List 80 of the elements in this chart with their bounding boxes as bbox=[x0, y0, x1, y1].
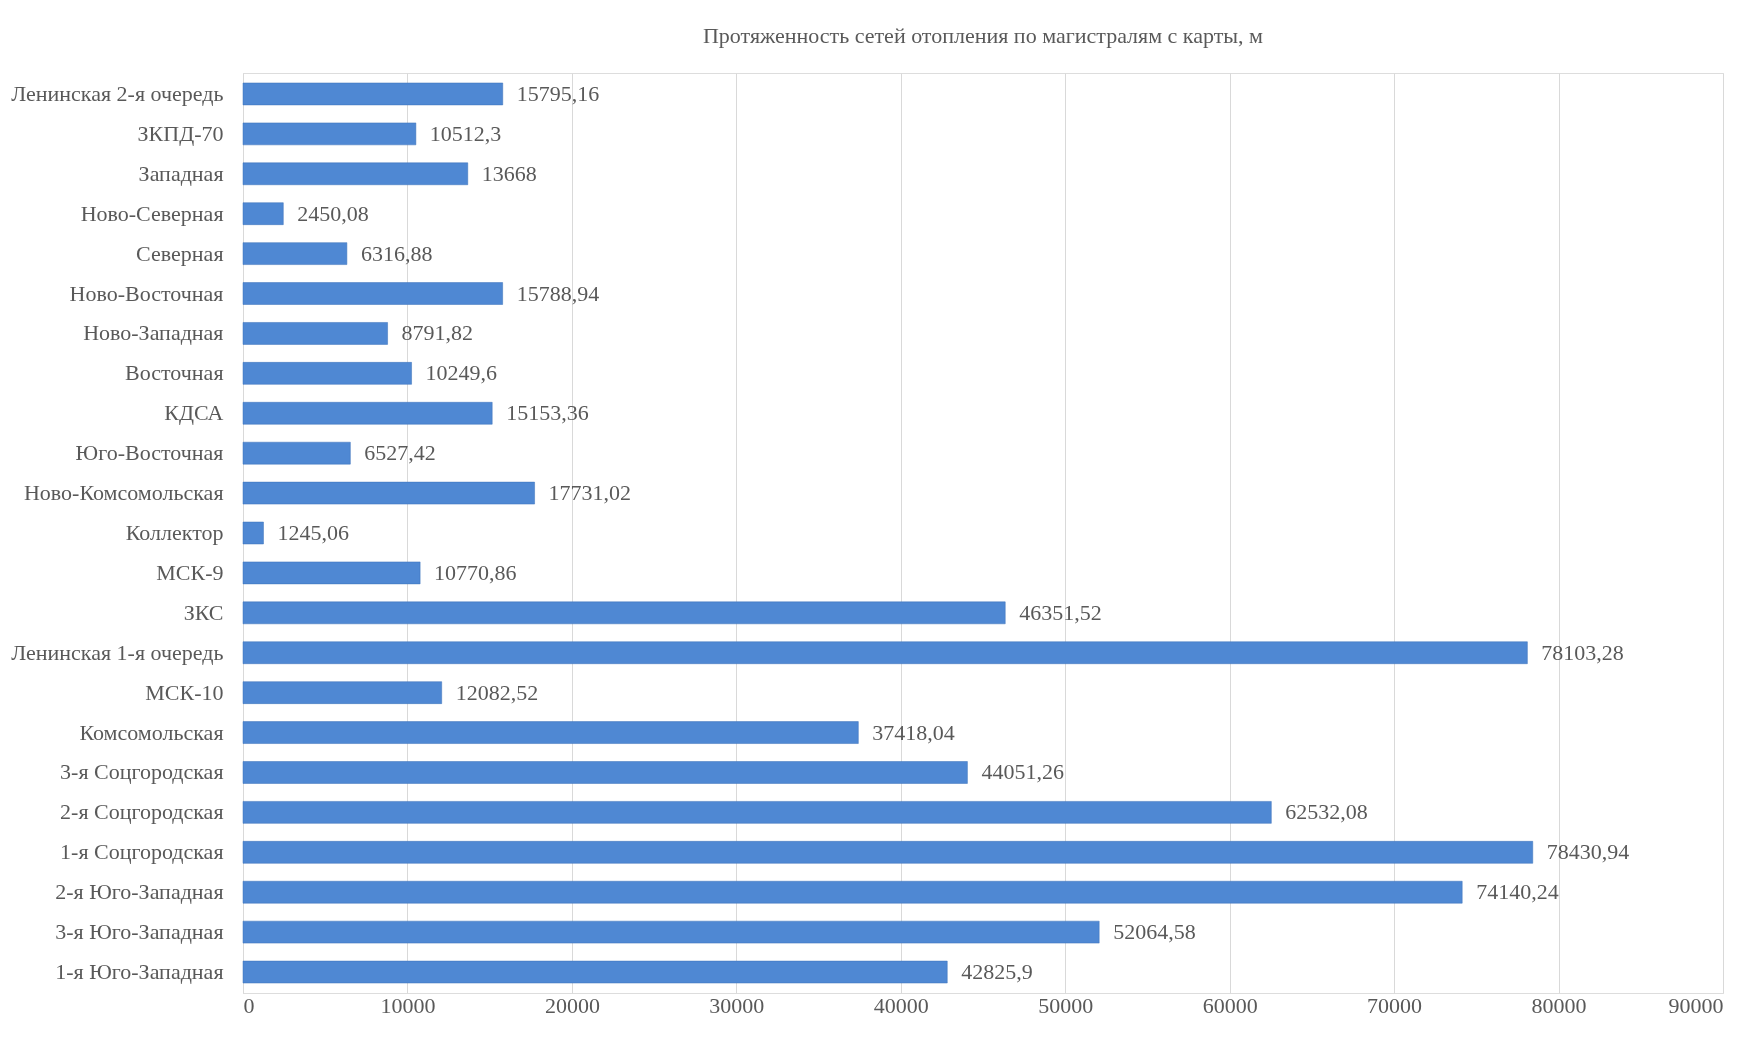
data-label: 10512,3 bbox=[429, 120, 502, 146]
data-label: 15788,94 bbox=[516, 280, 600, 306]
data-label: 52064,58 bbox=[1113, 919, 1196, 945]
x-tick-label: 10000 bbox=[380, 992, 436, 1018]
y-tick-label: 3-я Соцгородская bbox=[60, 759, 224, 785]
y-tick-label: Ново-Северная bbox=[80, 200, 224, 226]
data-label: 15153,36 bbox=[506, 400, 589, 426]
bar bbox=[242, 441, 351, 465]
bar bbox=[242, 282, 503, 305]
bar bbox=[242, 601, 1006, 625]
bar bbox=[242, 920, 1100, 944]
y-tick-label: Ново-Западная bbox=[83, 320, 224, 346]
bar bbox=[242, 761, 968, 784]
y-tick-label: 2-я Соцгородская bbox=[60, 799, 224, 825]
y-tick-label: Западная bbox=[138, 160, 224, 186]
data-label: 78103,28 bbox=[1541, 639, 1624, 665]
y-tick-label: МСК-10 bbox=[145, 679, 224, 705]
bar bbox=[242, 960, 948, 984]
data-label: 78430,94 bbox=[1546, 839, 1630, 865]
x-tick-label: 40000 bbox=[873, 992, 929, 1018]
y-tick-label: 1-я Юго-Западная bbox=[55, 959, 224, 985]
data-label: 6316,88 bbox=[360, 240, 433, 266]
x-tick-label: 60000 bbox=[1202, 992, 1258, 1018]
data-label: 8791,82 bbox=[401, 320, 474, 346]
x-tick-label: 20000 bbox=[544, 992, 600, 1018]
bar bbox=[242, 82, 503, 106]
bar bbox=[242, 202, 284, 225]
data-label: 13668 bbox=[481, 160, 537, 186]
y-tick-label: Ленинская 2-я очередь bbox=[11, 80, 224, 106]
x-tick-label: 50000 bbox=[1038, 992, 1094, 1018]
bar bbox=[242, 162, 469, 186]
y-tick-label: КДСА bbox=[164, 400, 224, 426]
y-tick-label: Ленинская 1-я очередь bbox=[11, 639, 224, 665]
bar bbox=[242, 122, 417, 146]
bar bbox=[242, 561, 421, 585]
bar bbox=[242, 402, 493, 425]
data-label: 17731,02 bbox=[548, 480, 632, 506]
x-tick-label: 90000 bbox=[1668, 992, 1724, 1018]
y-tick-label: Коллектор bbox=[125, 520, 224, 545]
data-label: 15795,16 bbox=[516, 80, 600, 106]
data-label: 2450,08 bbox=[297, 200, 369, 226]
data-label: 74140,24 bbox=[1476, 879, 1559, 905]
bar bbox=[242, 681, 442, 704]
y-tick-label: МСК-9 bbox=[156, 559, 224, 585]
bar bbox=[242, 641, 1528, 664]
bar bbox=[242, 721, 859, 744]
x-tick-label: 80000 bbox=[1531, 992, 1587, 1018]
bar bbox=[242, 880, 1463, 904]
data-label: 37418,04 bbox=[872, 719, 955, 745]
y-tick-label: 2-я Юго-Западная bbox=[55, 879, 224, 905]
y-tick-label: Юго-Восточная bbox=[75, 440, 224, 466]
data-label: 10249,6 bbox=[425, 360, 498, 386]
y-tick-label: ЗКС bbox=[183, 599, 224, 625]
chart-title: Протяженность сетей отопления по магистралям с карты, м bbox=[702, 23, 1264, 48]
x-tick-label: 0 bbox=[243, 992, 255, 1018]
y-tick-label: ЗКПД-70 bbox=[137, 120, 224, 146]
data-label: 42825,9 bbox=[961, 959, 1033, 985]
bar bbox=[242, 801, 1272, 824]
x-tick-label: 30000 bbox=[709, 992, 765, 1018]
bar bbox=[242, 521, 264, 545]
data-label: 1245,06 bbox=[277, 520, 349, 545]
bar bbox=[242, 242, 348, 265]
data-label: 12082,52 bbox=[455, 679, 539, 705]
x-tick-label: 70000 bbox=[1367, 992, 1423, 1018]
y-tick-label: Восточная bbox=[125, 360, 224, 386]
data-label: 6527,42 bbox=[364, 440, 436, 466]
y-tick-label: 1-я Соцгородская bbox=[60, 839, 224, 865]
data-label: 62532,08 bbox=[1285, 799, 1368, 825]
y-tick-label: Ново-Восточная bbox=[69, 280, 224, 306]
bar bbox=[242, 362, 412, 385]
bar bbox=[242, 481, 535, 505]
y-tick-label: 3-я Юго-Западная bbox=[55, 919, 224, 945]
data-label: 46351,52 bbox=[1019, 599, 1102, 625]
y-tick-label: Комсомольская bbox=[79, 719, 224, 745]
bar bbox=[242, 841, 1533, 864]
bar bbox=[242, 322, 388, 345]
y-tick-label: Северная bbox=[136, 240, 224, 266]
y-tick-label: Ново-Комсомольская bbox=[23, 480, 224, 506]
data-label: 10770,86 bbox=[434, 559, 517, 585]
data-label: 44051,26 bbox=[981, 759, 1064, 785]
